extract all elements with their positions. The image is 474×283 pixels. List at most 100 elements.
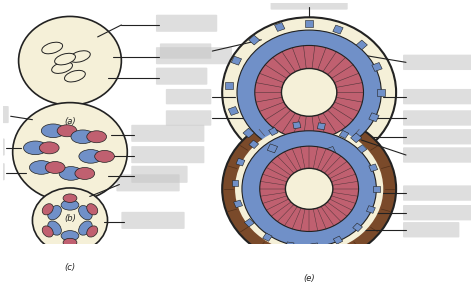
Ellipse shape bbox=[79, 149, 102, 163]
Ellipse shape bbox=[260, 146, 358, 231]
Bar bbox=[274, 22, 285, 31]
FancyBboxPatch shape bbox=[160, 43, 211, 59]
Ellipse shape bbox=[42, 42, 63, 54]
FancyBboxPatch shape bbox=[403, 129, 472, 144]
Text: (d): (d) bbox=[303, 179, 315, 188]
Bar bbox=[353, 223, 363, 231]
Ellipse shape bbox=[42, 204, 53, 215]
Bar bbox=[297, 151, 305, 158]
FancyBboxPatch shape bbox=[131, 146, 204, 163]
Ellipse shape bbox=[24, 141, 47, 155]
Ellipse shape bbox=[255, 46, 364, 139]
Bar bbox=[243, 128, 254, 138]
Ellipse shape bbox=[48, 221, 61, 235]
Bar bbox=[351, 133, 362, 143]
Bar bbox=[245, 218, 254, 227]
FancyBboxPatch shape bbox=[166, 89, 211, 104]
Bar bbox=[310, 243, 319, 250]
Ellipse shape bbox=[63, 194, 77, 202]
Ellipse shape bbox=[95, 150, 114, 162]
Ellipse shape bbox=[18, 16, 121, 105]
FancyBboxPatch shape bbox=[403, 205, 474, 220]
FancyBboxPatch shape bbox=[403, 147, 474, 163]
Text: (c): (c) bbox=[64, 263, 75, 272]
Bar bbox=[234, 200, 243, 208]
Text: (b): (b) bbox=[64, 214, 76, 222]
Bar bbox=[318, 123, 325, 130]
Ellipse shape bbox=[70, 51, 90, 62]
Ellipse shape bbox=[87, 226, 98, 237]
Ellipse shape bbox=[61, 200, 79, 210]
Ellipse shape bbox=[46, 162, 65, 173]
Bar bbox=[369, 164, 378, 171]
Ellipse shape bbox=[79, 205, 92, 220]
Bar bbox=[333, 236, 343, 244]
Ellipse shape bbox=[57, 125, 77, 137]
Bar bbox=[269, 127, 278, 136]
FancyBboxPatch shape bbox=[156, 68, 207, 85]
Ellipse shape bbox=[237, 30, 381, 155]
Ellipse shape bbox=[29, 161, 53, 174]
Ellipse shape bbox=[13, 103, 128, 201]
Bar bbox=[249, 140, 259, 149]
Bar bbox=[369, 113, 379, 122]
FancyBboxPatch shape bbox=[156, 15, 217, 32]
Bar bbox=[305, 20, 313, 27]
Ellipse shape bbox=[75, 168, 95, 179]
Ellipse shape bbox=[242, 131, 376, 247]
Text: (a): (a) bbox=[64, 117, 76, 126]
FancyBboxPatch shape bbox=[403, 55, 472, 70]
Ellipse shape bbox=[222, 17, 396, 168]
FancyBboxPatch shape bbox=[0, 138, 5, 156]
FancyBboxPatch shape bbox=[271, 0, 348, 10]
Ellipse shape bbox=[52, 62, 73, 73]
Bar bbox=[356, 40, 367, 50]
Bar bbox=[263, 233, 272, 241]
FancyBboxPatch shape bbox=[156, 47, 232, 64]
Bar bbox=[366, 206, 375, 213]
FancyBboxPatch shape bbox=[117, 174, 180, 191]
Ellipse shape bbox=[61, 231, 79, 241]
Bar bbox=[267, 144, 278, 153]
Ellipse shape bbox=[79, 221, 92, 235]
FancyBboxPatch shape bbox=[403, 110, 472, 126]
Bar bbox=[333, 25, 343, 34]
Bar bbox=[377, 89, 385, 96]
Ellipse shape bbox=[285, 168, 333, 209]
FancyBboxPatch shape bbox=[121, 212, 184, 229]
Bar bbox=[373, 186, 380, 192]
Ellipse shape bbox=[59, 167, 83, 180]
FancyBboxPatch shape bbox=[131, 166, 188, 183]
Ellipse shape bbox=[41, 124, 65, 138]
Ellipse shape bbox=[282, 68, 337, 116]
Ellipse shape bbox=[32, 188, 108, 253]
Bar bbox=[326, 147, 336, 155]
Bar bbox=[248, 35, 260, 45]
Ellipse shape bbox=[235, 125, 383, 253]
Bar bbox=[232, 180, 238, 186]
FancyBboxPatch shape bbox=[0, 106, 9, 123]
Bar bbox=[228, 106, 238, 115]
Bar bbox=[372, 63, 382, 71]
FancyBboxPatch shape bbox=[0, 163, 5, 180]
Ellipse shape bbox=[48, 205, 61, 220]
Bar bbox=[357, 145, 367, 153]
Ellipse shape bbox=[63, 238, 77, 247]
Text: (e): (e) bbox=[303, 274, 315, 283]
Bar bbox=[286, 242, 294, 249]
Bar bbox=[225, 82, 233, 89]
Bar bbox=[339, 130, 349, 139]
FancyBboxPatch shape bbox=[166, 110, 211, 126]
Ellipse shape bbox=[222, 114, 396, 264]
FancyBboxPatch shape bbox=[403, 185, 474, 201]
Ellipse shape bbox=[55, 53, 75, 65]
Ellipse shape bbox=[42, 226, 53, 237]
FancyBboxPatch shape bbox=[403, 222, 459, 237]
Ellipse shape bbox=[71, 130, 95, 143]
Bar bbox=[293, 122, 301, 129]
Ellipse shape bbox=[87, 204, 98, 215]
FancyBboxPatch shape bbox=[403, 89, 472, 104]
Ellipse shape bbox=[39, 142, 59, 154]
Ellipse shape bbox=[64, 70, 85, 82]
Bar bbox=[236, 158, 245, 166]
